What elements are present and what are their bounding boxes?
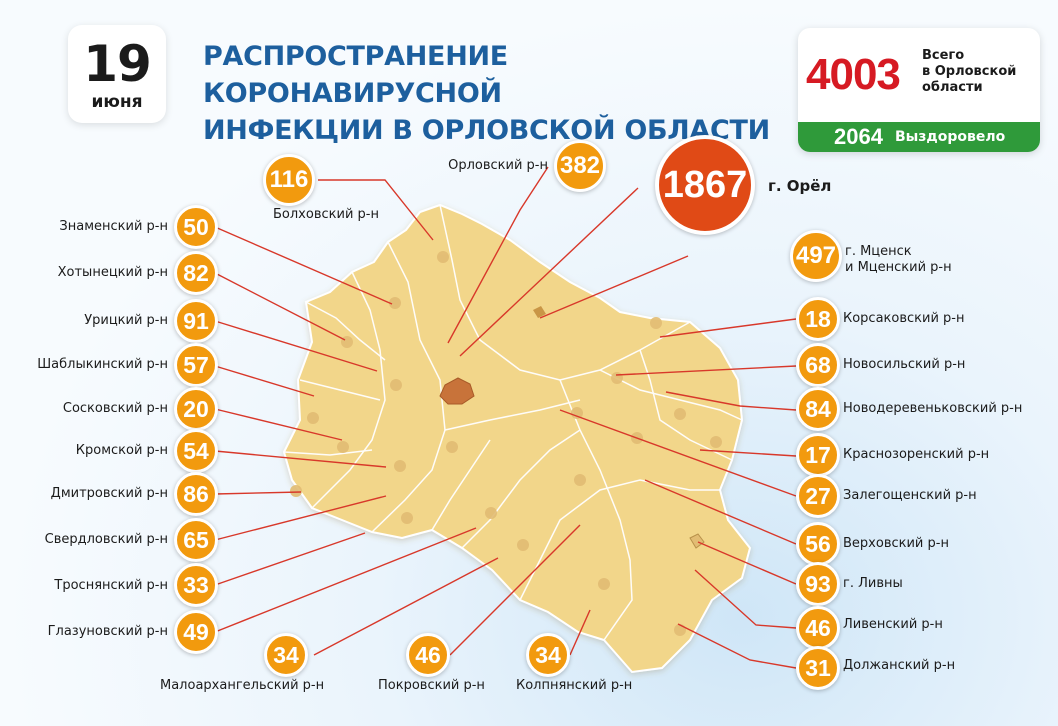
dolzhansky-badge: 31 — [796, 646, 840, 690]
uritsky-badge: 91 — [174, 299, 218, 343]
shablykinsky-label: Шаблыкинский р-н — [37, 357, 168, 372]
soskovsky-label: Сосковский р-н — [62, 401, 168, 416]
pokrovsky-label: Покровский р-н — [378, 678, 485, 693]
district-borders — [283, 204, 743, 641]
krasnozorensky-label: Краснозоренский р-н — [843, 447, 990, 462]
krasnozorensky-badge: 17 — [796, 433, 840, 477]
korsakovsky-badge: 18 — [796, 297, 840, 341]
total-label-line-1: Всего — [922, 48, 965, 63]
total-label: Всего в Орловской области — [922, 48, 1034, 96]
pokrovsky-badge: 46 — [406, 633, 450, 677]
verkhovsky-label: Верховский р-н — [843, 536, 949, 551]
connector-lines — [214, 166, 797, 669]
kolpnyansky-badge: 34 — [526, 633, 570, 677]
total-label-line-3: области — [922, 80, 983, 95]
mtsensk-label-line-1: г. Мценск — [845, 244, 912, 259]
recovered-number: 2064 — [834, 124, 883, 149]
total-card: 4003 Всего в Орловской области 2064 Вызд… — [798, 28, 1040, 152]
zalegoshchensky-label: Залегощенский р-н — [843, 488, 977, 503]
maloarkhangelsky-badge: 34 — [264, 633, 308, 677]
total-number: 4003 — [806, 50, 901, 99]
novosilsky-label: Новосильский р-н — [843, 357, 966, 372]
kromskoy-badge: 54 — [174, 429, 218, 473]
sverdlovsky-label: Свердловский р-н — [44, 532, 168, 547]
kolpnyansky-label: Колпнянский р-н — [516, 678, 633, 693]
date-day: 19 — [83, 35, 152, 93]
orel-city-label: г. Орёл — [768, 177, 832, 195]
verkhovsky-badge: 56 — [796, 522, 840, 566]
date-card: 19 июня — [68, 25, 166, 123]
khotynetsky-badge: 82 — [174, 251, 218, 295]
novosilsky-badge: 68 — [796, 343, 840, 387]
title-line-2: ИНФЕКЦИИ В ОРЛОВСКОЙ ОБЛАСТИ — [203, 115, 770, 146]
mtsensk-badge: 497 — [790, 230, 842, 282]
kromskoy-label: Кромской р-н — [75, 443, 168, 458]
mtsensk-city-shape — [533, 306, 546, 318]
recovered-bar: 2064 Выздоровело — [798, 122, 1040, 152]
mtsensk-label: г. Мценск и Мценский р-н — [845, 244, 952, 276]
shablykinsky-badge: 57 — [174, 343, 218, 387]
bolkhovsky-badge: 116 — [263, 154, 315, 206]
orlovsky-label: Орловский р-н — [448, 158, 548, 173]
sverdlovsky-badge: 65 — [174, 518, 218, 562]
znamensky-badge: 50 — [174, 205, 218, 249]
znamensky-label: Знаменский р-н — [59, 219, 168, 234]
region-outline — [282, 203, 752, 674]
orel-city-shape — [439, 377, 475, 405]
novoderevenkovsky-badge: 84 — [796, 387, 840, 431]
orlovsky-badge: 382 — [554, 140, 606, 192]
orel-city-badge: 1867 — [655, 135, 755, 235]
recovered-label: Выздоровело — [894, 129, 1006, 145]
zalegoshchensky-badge: 27 — [796, 474, 840, 518]
trosnyansky-badge: 33 — [174, 563, 218, 607]
novoderevenkovsky-label: Новодеревеньковский р-н — [843, 401, 1023, 416]
dmitrovsky-badge: 86 — [174, 472, 218, 516]
livensky-label: Ливенский р-н — [843, 617, 943, 632]
bolkhovsky-label: Болховский р-н — [273, 207, 379, 222]
livensky-badge: 46 — [796, 606, 840, 650]
dmitrovsky-label: Дмитровский р-н — [50, 486, 168, 501]
khotynetsky-label: Хотынецкий р-н — [57, 265, 168, 280]
page-title: РАСПРОСТРАНЕНИЕ КОРОНАВИРУСНОЙ ИНФЕКЦИИ … — [203, 38, 783, 149]
title-line-1: РАСПРОСТРАНЕНИЕ КОРОНАВИРУСНОЙ — [203, 41, 508, 109]
glazunovsky-label: Глазуновский р-н — [47, 624, 168, 639]
glazunovsky-badge: 49 — [174, 610, 218, 654]
trosnyansky-label: Троснянский р-н — [54, 578, 168, 593]
korsakovsky-label: Корсаковский р-н — [843, 311, 965, 326]
livny-city-label: г. Ливны — [843, 576, 903, 591]
total-label-line-2: в Орловской — [922, 64, 1017, 79]
uritsky-label: Урицкий р-н — [84, 313, 168, 328]
mtsensk-label-line-2: и Мценский р-н — [845, 260, 952, 275]
livny-city-badge: 93 — [796, 562, 840, 606]
dolzhansky-label: Должанский р-н — [843, 658, 956, 673]
livny-city-shape — [689, 533, 705, 549]
date-month: июня — [91, 92, 143, 112]
maloarkhangelsky-label: Малоархангельский р-н — [160, 678, 325, 693]
soskovsky-badge: 20 — [174, 387, 218, 431]
